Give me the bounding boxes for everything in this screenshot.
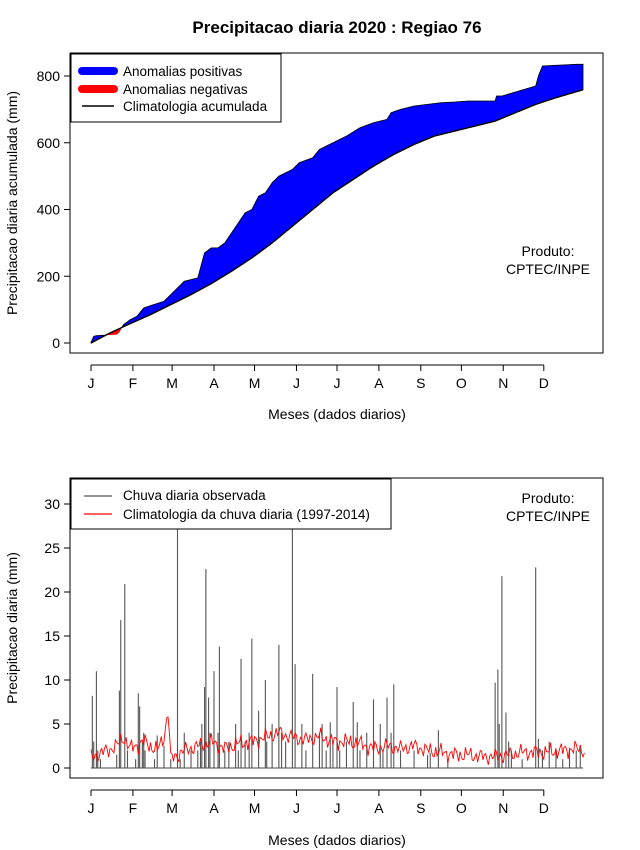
legend-observed-label: Chuva diaria observada bbox=[123, 488, 266, 503]
top-y-tick-label-3: 600 bbox=[37, 135, 61, 151]
bottom-x-tick-label-3: A bbox=[209, 800, 219, 816]
bottom-x-tick-label-5: J bbox=[293, 800, 300, 816]
bottom-x-tick-label-2: M bbox=[166, 800, 178, 816]
top-y-tick-label-4: 800 bbox=[37, 68, 61, 84]
bottom-plot-area bbox=[90, 490, 585, 769]
daily-precipitation-chart: 0 5 10 15 20 25 30 J F M A M J J A S O N D Meses (dados d… bbox=[4, 477, 604, 848]
bottom-product-label: Produto: bbox=[522, 490, 575, 506]
bottom-y-axis-label: Precipitacao diaria (mm) bbox=[4, 552, 20, 704]
bottom-x-tick-label-9: O bbox=[456, 800, 467, 816]
bottom-x-tick-label-11: D bbox=[539, 800, 549, 816]
bottom-y-tick-label-6: 30 bbox=[44, 496, 60, 512]
top-x-tick-label-3: A bbox=[209, 375, 219, 391]
cumulative-precipitation-chart: 0 200 400 600 800 J F M A M J J A S O N D Meses (dados … bbox=[4, 52, 604, 422]
top-x-tick-label-7: A bbox=[374, 375, 384, 391]
top-x-tick-label-8: S bbox=[416, 375, 425, 391]
top-y-tick-label-0: 0 bbox=[52, 335, 60, 351]
bottom-y-tick-label-0: 0 bbox=[52, 760, 60, 776]
top-y-axis-label: Precipitacao diaria acumulada (mm) bbox=[4, 91, 20, 315]
bottom-legend: Chuva diaria observada Climatologia da c… bbox=[70, 478, 392, 530]
legend-daily-climatology-label: Climatologia da chuva diaria (1997-2014) bbox=[123, 507, 370, 522]
chart-title: Precipitacao diaria 2020 : Regiao 76 bbox=[192, 18, 481, 37]
top-product-label: Produto: bbox=[522, 243, 575, 259]
bottom-y-tick-label-2: 10 bbox=[44, 672, 60, 688]
legend-negative-label: Anomalias negativas bbox=[123, 82, 248, 97]
bottom-x-tick-label-7: A bbox=[374, 800, 384, 816]
top-x-tick-label-5: J bbox=[293, 375, 300, 391]
top-y-tick-label-1: 200 bbox=[37, 268, 61, 284]
bottom-x-axis-label: Meses (dados diarios) bbox=[268, 832, 406, 848]
top-plot-area bbox=[90, 63, 584, 344]
top-y-axis: 0 200 400 600 800 bbox=[37, 68, 71, 351]
cumulative-climatology-line bbox=[90, 89, 584, 344]
top-x-tick-label-4: M bbox=[249, 375, 261, 391]
bottom-y-tick-label-4: 20 bbox=[44, 584, 60, 600]
bottom-x-tick-label-0: J bbox=[88, 800, 95, 816]
bottom-y-tick-label-3: 15 bbox=[44, 628, 60, 644]
bottom-x-tick-label-4: M bbox=[249, 800, 261, 816]
top-y-tick-label-2: 400 bbox=[37, 202, 61, 218]
top-x-tick-label-6: J bbox=[334, 375, 341, 391]
bottom-y-axis: 0 5 10 15 20 25 30 bbox=[44, 496, 71, 776]
top-x-tick-label-10: N bbox=[498, 375, 508, 391]
top-x-tick-label-0: J bbox=[88, 375, 95, 391]
bottom-y-tick-label-5: 25 bbox=[44, 540, 60, 556]
daily-climatology-line bbox=[90, 716, 585, 765]
bottom-x-tick-label-6: J bbox=[334, 800, 341, 816]
top-product-source: CPTEC/INPE bbox=[506, 261, 590, 277]
bottom-y-tick-label-1: 5 bbox=[52, 716, 60, 732]
bottom-x-tick-label-8: S bbox=[416, 800, 425, 816]
bottom-product-source: CPTEC/INPE bbox=[506, 508, 590, 524]
top-x-tick-label-2: M bbox=[166, 375, 178, 391]
bottom-x-tick-label-10: N bbox=[498, 800, 508, 816]
bottom-legend-box bbox=[70, 478, 392, 530]
top-legend: Anomalias positivas Anomalias negativas … bbox=[70, 53, 282, 123]
bottom-x-tick-label-1: F bbox=[129, 800, 138, 816]
legend-positive-label: Anomalias positivas bbox=[123, 64, 243, 79]
top-x-tick-label-1: F bbox=[129, 375, 138, 391]
top-x-tick-label-11: D bbox=[539, 375, 549, 391]
legend-climatology-label: Climatologia acumulada bbox=[123, 99, 268, 114]
top-x-axis-label: Meses (dados diarios) bbox=[268, 406, 406, 422]
top-x-tick-label-9: O bbox=[456, 375, 467, 391]
